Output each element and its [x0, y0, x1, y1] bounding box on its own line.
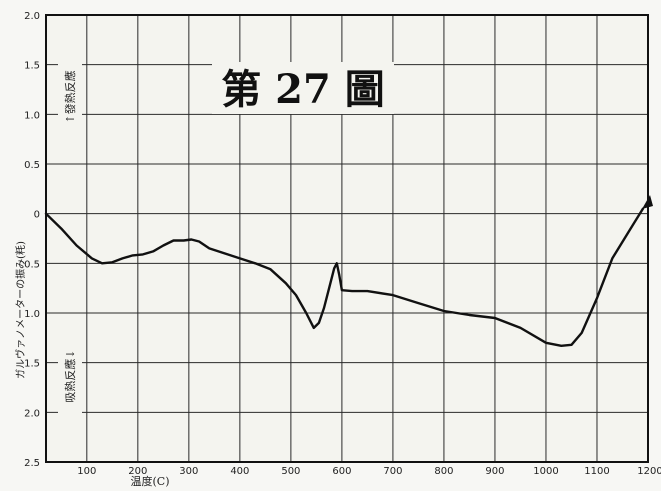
x-tick-label: 1100 — [584, 466, 609, 477]
y-tick-label: 1.5 — [24, 359, 40, 370]
grid-lines — [46, 15, 648, 462]
series-line — [44, 207, 645, 347]
annotation-exothermic: ↑發熱反應 — [63, 70, 77, 123]
x-tick-label: 500 — [281, 466, 300, 477]
x-tick-label: 300 — [179, 466, 198, 477]
y-tick-label: 1.0 — [24, 110, 40, 121]
x-tick-label: 800 — [434, 466, 453, 477]
y-tick-label: 2.0 — [24, 11, 40, 22]
arrow-head-icon — [642, 195, 653, 209]
annotation-endothermic: 吸熱反應↓ — [63, 349, 77, 402]
x-tick-label: 1200 — [637, 466, 661, 477]
y-tick-label: 0.5 — [24, 259, 40, 270]
x-tick-label: 1000 — [533, 466, 558, 477]
x-tick-label: 700 — [383, 466, 402, 477]
x-tick-label: 900 — [485, 466, 504, 477]
y-tick-label: 0 — [34, 210, 40, 221]
x-tick-label: 400 — [230, 466, 249, 477]
y-axis-label: ガルヴァノメーターの振み(粍) — [14, 241, 27, 379]
x-tick-labels: 100 200 300 400 500 600 700 800 900 1000 1100 1200 — [77, 466, 661, 477]
plot-frame — [45, 14, 649, 463]
y-tick-labels: 2.0 1.5 1.0 0.5 0 0.5 1.0 1.5 2.0 2.5 — [24, 11, 40, 469]
y-tick-label: 1.5 — [24, 61, 40, 72]
chart-title: 第 27 圖 — [221, 66, 385, 113]
x-tick-label: 600 — [332, 466, 351, 477]
y-tick-label: 2.0 — [24, 408, 40, 419]
title-box — [212, 62, 394, 114]
annotation-box-lower — [58, 328, 82, 424]
x-axis-label: 温度(C) — [131, 474, 170, 488]
y-tick-label: 1.0 — [24, 309, 40, 320]
y-tick-label: 0.5 — [24, 160, 40, 171]
x-tick-label: 200 — [128, 466, 147, 477]
y-tick-label: 2.5 — [24, 458, 40, 469]
x-tick-label: 100 — [77, 466, 96, 477]
annotation-box-upper — [58, 45, 82, 149]
